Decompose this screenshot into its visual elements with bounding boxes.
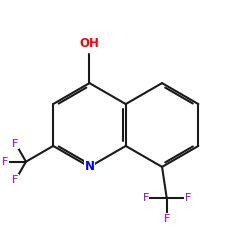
Text: F: F [12, 175, 19, 185]
Text: F: F [2, 157, 8, 167]
Text: F: F [142, 193, 149, 203]
Text: F: F [12, 138, 19, 148]
Text: N: N [84, 160, 94, 173]
Text: F: F [164, 214, 170, 224]
Text: F: F [184, 193, 191, 203]
Text: OH: OH [80, 36, 100, 50]
